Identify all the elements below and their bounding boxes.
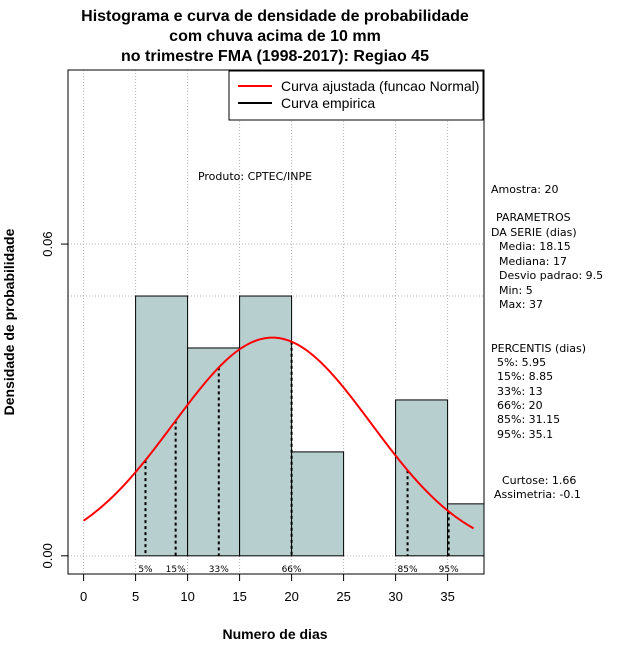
histogram-bars: [135, 295, 484, 557]
x-tick-label-10: 10: [180, 589, 194, 604]
stat-amostra: Amostra: 20: [491, 183, 558, 196]
y-tick-label-1: 0.06: [40, 231, 55, 256]
histogram-bar-5-10: [135, 295, 189, 557]
x-tick-label-20: 20: [284, 589, 298, 604]
histogram-bar-35-40: [447, 503, 484, 557]
chart-title-line-2: com chuva acima de 10 mm: [169, 28, 381, 45]
x-tick-label-5: 5: [132, 589, 139, 604]
x-axis: 0 5 10 15 20 25 30 35: [80, 573, 455, 604]
stats-panel: Amostra: 20 PARAMETROS DA SERIE (dias) M…: [491, 183, 603, 501]
x-tick-label-15: 15: [232, 589, 246, 604]
legend-empirical-label: Curva empirica: [281, 95, 375, 111]
stat-max: Max: 37: [499, 298, 543, 311]
stat-p15: 15%: 8.85: [497, 370, 553, 383]
stat-percentis-title: PERCENTIS (dias): [491, 342, 586, 355]
chart-title-line-3: no trimestre FMA (1998-2017): Regiao 45: [121, 48, 429, 65]
stat-p95: 95%: 35.1: [497, 428, 553, 441]
stat-media: Media: 18.15: [499, 240, 571, 253]
fitted-curve-layer: [83, 336, 475, 530]
stat-param-title-2: DA SERIE (dias): [491, 226, 577, 239]
stat-curtose: Curtose: 1.66: [502, 474, 576, 487]
x-tick-label-30: 30: [388, 589, 402, 604]
percentile-label-15: 15%: [166, 565, 186, 575]
stat-p85: 85%: 31.15: [497, 413, 560, 426]
stat-desvio: Desvio padrao: 9.5: [499, 269, 603, 282]
y-tick-label-0: 0.00: [40, 543, 55, 568]
legend: Curva ajustada (funcao Normal) Curva emp…: [228, 70, 484, 121]
percentile-label-33: 33%: [209, 565, 229, 575]
y-axis-label: Densidade de probabilidade: [1, 228, 17, 415]
x-tick-label-25: 25: [336, 589, 350, 604]
y-axis: 0.00 0.06: [40, 231, 69, 568]
product-annotation: Produto: CPTEC/INPE: [198, 170, 312, 183]
chart-title-line-1: Histograma e curva de densidade de proba…: [81, 8, 469, 25]
percentile-label-66: 66%: [282, 565, 302, 575]
stat-p33: 33%: 13: [497, 385, 543, 398]
x-tick-label-35: 35: [440, 589, 454, 604]
percentile-label-5: 5%: [138, 565, 153, 575]
histogram-bar-15-20: [239, 295, 293, 557]
stat-assimetria: Assimetria: -0.1: [494, 488, 581, 501]
histogram-bar-30-35: [395, 399, 449, 557]
stat-p66: 66%: 20: [497, 399, 543, 412]
x-axis-label: Numero de dias: [222, 626, 327, 642]
stat-param-title-1: PARAMETROS: [496, 211, 571, 224]
stat-mediana: Mediana: 17: [499, 255, 567, 268]
percentile-label-95: 95%: [439, 565, 459, 575]
legend-fitted-label: Curva ajustada (funcao Normal): [281, 78, 479, 94]
x-tick-label-0: 0: [80, 589, 87, 604]
percentile-label-85: 85%: [398, 565, 418, 575]
histogram-bar-10-15: [187, 347, 241, 557]
stat-min: Min: 5: [499, 284, 533, 297]
percentile-markers: 5% 15% 33% 66% 85% 95%: [138, 341, 459, 575]
fitted-normal-curve: [83, 336, 475, 530]
histogram-bar-20-25: [291, 451, 345, 557]
stat-p5: 5%: 5.95: [497, 356, 546, 369]
legend-box: [228, 70, 484, 121]
